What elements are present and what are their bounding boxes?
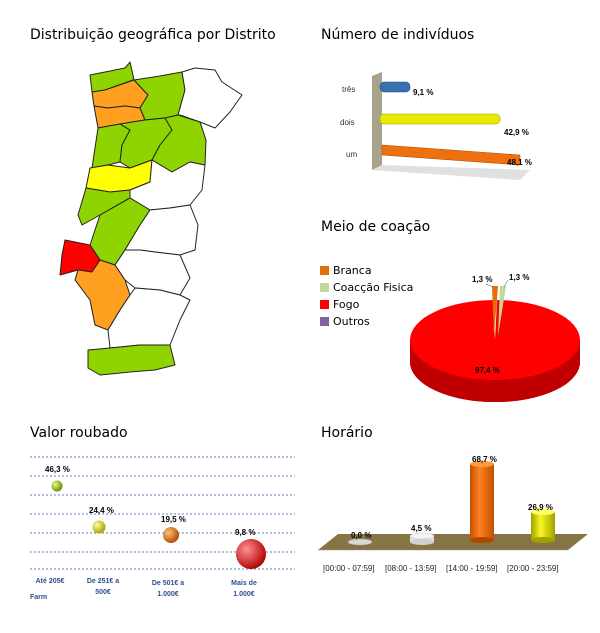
stolen-title: Valor roubado <box>30 425 128 441</box>
coercion-title: Meio de coação <box>321 219 431 235</box>
stolen-label-1: 46,3 % <box>45 465 70 474</box>
stolen-cat-2: De 251€ a 500€ <box>86 578 120 596</box>
legend-swatch <box>320 283 329 292</box>
legend-item-branca: Branca <box>320 262 413 279</box>
schedule-label-3: 68,7 % <box>472 455 497 464</box>
coercion-legend: Branca Coacção Fisica Fogo Outros <box>320 262 413 330</box>
legend-item-coaccao-fisica: Coacção Fisica <box>320 279 413 296</box>
pie-label-fogo: 97,4 % <box>475 366 500 375</box>
legend-item-fogo: Fogo <box>320 296 413 313</box>
legend-swatch <box>320 300 329 309</box>
stolen-bubble-chart <box>30 456 295 570</box>
legend-item-outros: Outros <box>320 313 413 330</box>
district-braganca <box>177 67 243 129</box>
individuals-title: Número de indivíduos <box>321 27 475 43</box>
stolen-label-4: 9,8 % <box>235 528 256 537</box>
stolen-cat-3: De 501€ a 1.000€ <box>151 580 185 598</box>
portugal-district-map <box>59 61 243 376</box>
stolen-cat-4: Mais de 1.000€ <box>231 580 257 598</box>
individuals-label-tres: 9,1 % <box>413 88 434 97</box>
schedule-bar-chart <box>318 461 588 551</box>
individuals-label-dois: 42,9 % <box>504 128 529 137</box>
individuals-cat-um: um <box>346 150 358 159</box>
individuals-cat-dois: dois <box>340 118 355 127</box>
schedule-label-2: 4,5 % <box>411 524 432 533</box>
schedule-title: Horário <box>321 425 373 441</box>
map-title: Distribuição geográfica por Distrito <box>30 27 276 43</box>
pie-label-coaccao: 1,3 % <box>509 273 530 282</box>
stolen-label-2: 24,4 % <box>89 506 114 515</box>
individuals-label-um: 48,1 % <box>507 158 532 167</box>
schedule-label-4: 26,9 % <box>528 503 553 512</box>
legend-swatch <box>320 317 329 326</box>
schedule-cat-1: [00:00 - 07:59] <box>323 564 375 573</box>
individuals-bar-chart <box>372 72 530 180</box>
stolen-cat-1: Até 205€ <box>35 578 65 585</box>
schedule-cat-4: [20:00 - 23:59] <box>507 564 559 573</box>
pie-label-branca: 1,3 % <box>472 275 493 284</box>
district-faro <box>87 344 176 376</box>
stolen-label-3: 19,5 % <box>161 515 186 524</box>
schedule-label-1: 0,0 % <box>351 531 372 540</box>
district-evora <box>114 249 191 296</box>
legend-swatch <box>320 266 329 275</box>
schedule-cat-3: [14:00 - 19:59] <box>446 564 498 573</box>
individuals-cat-tres: três <box>342 85 356 94</box>
stolen-extra-label: Farm <box>30 594 48 601</box>
schedule-cat-2: [08:00 - 13:59] <box>385 564 437 573</box>
coercion-pie-chart <box>410 279 580 402</box>
